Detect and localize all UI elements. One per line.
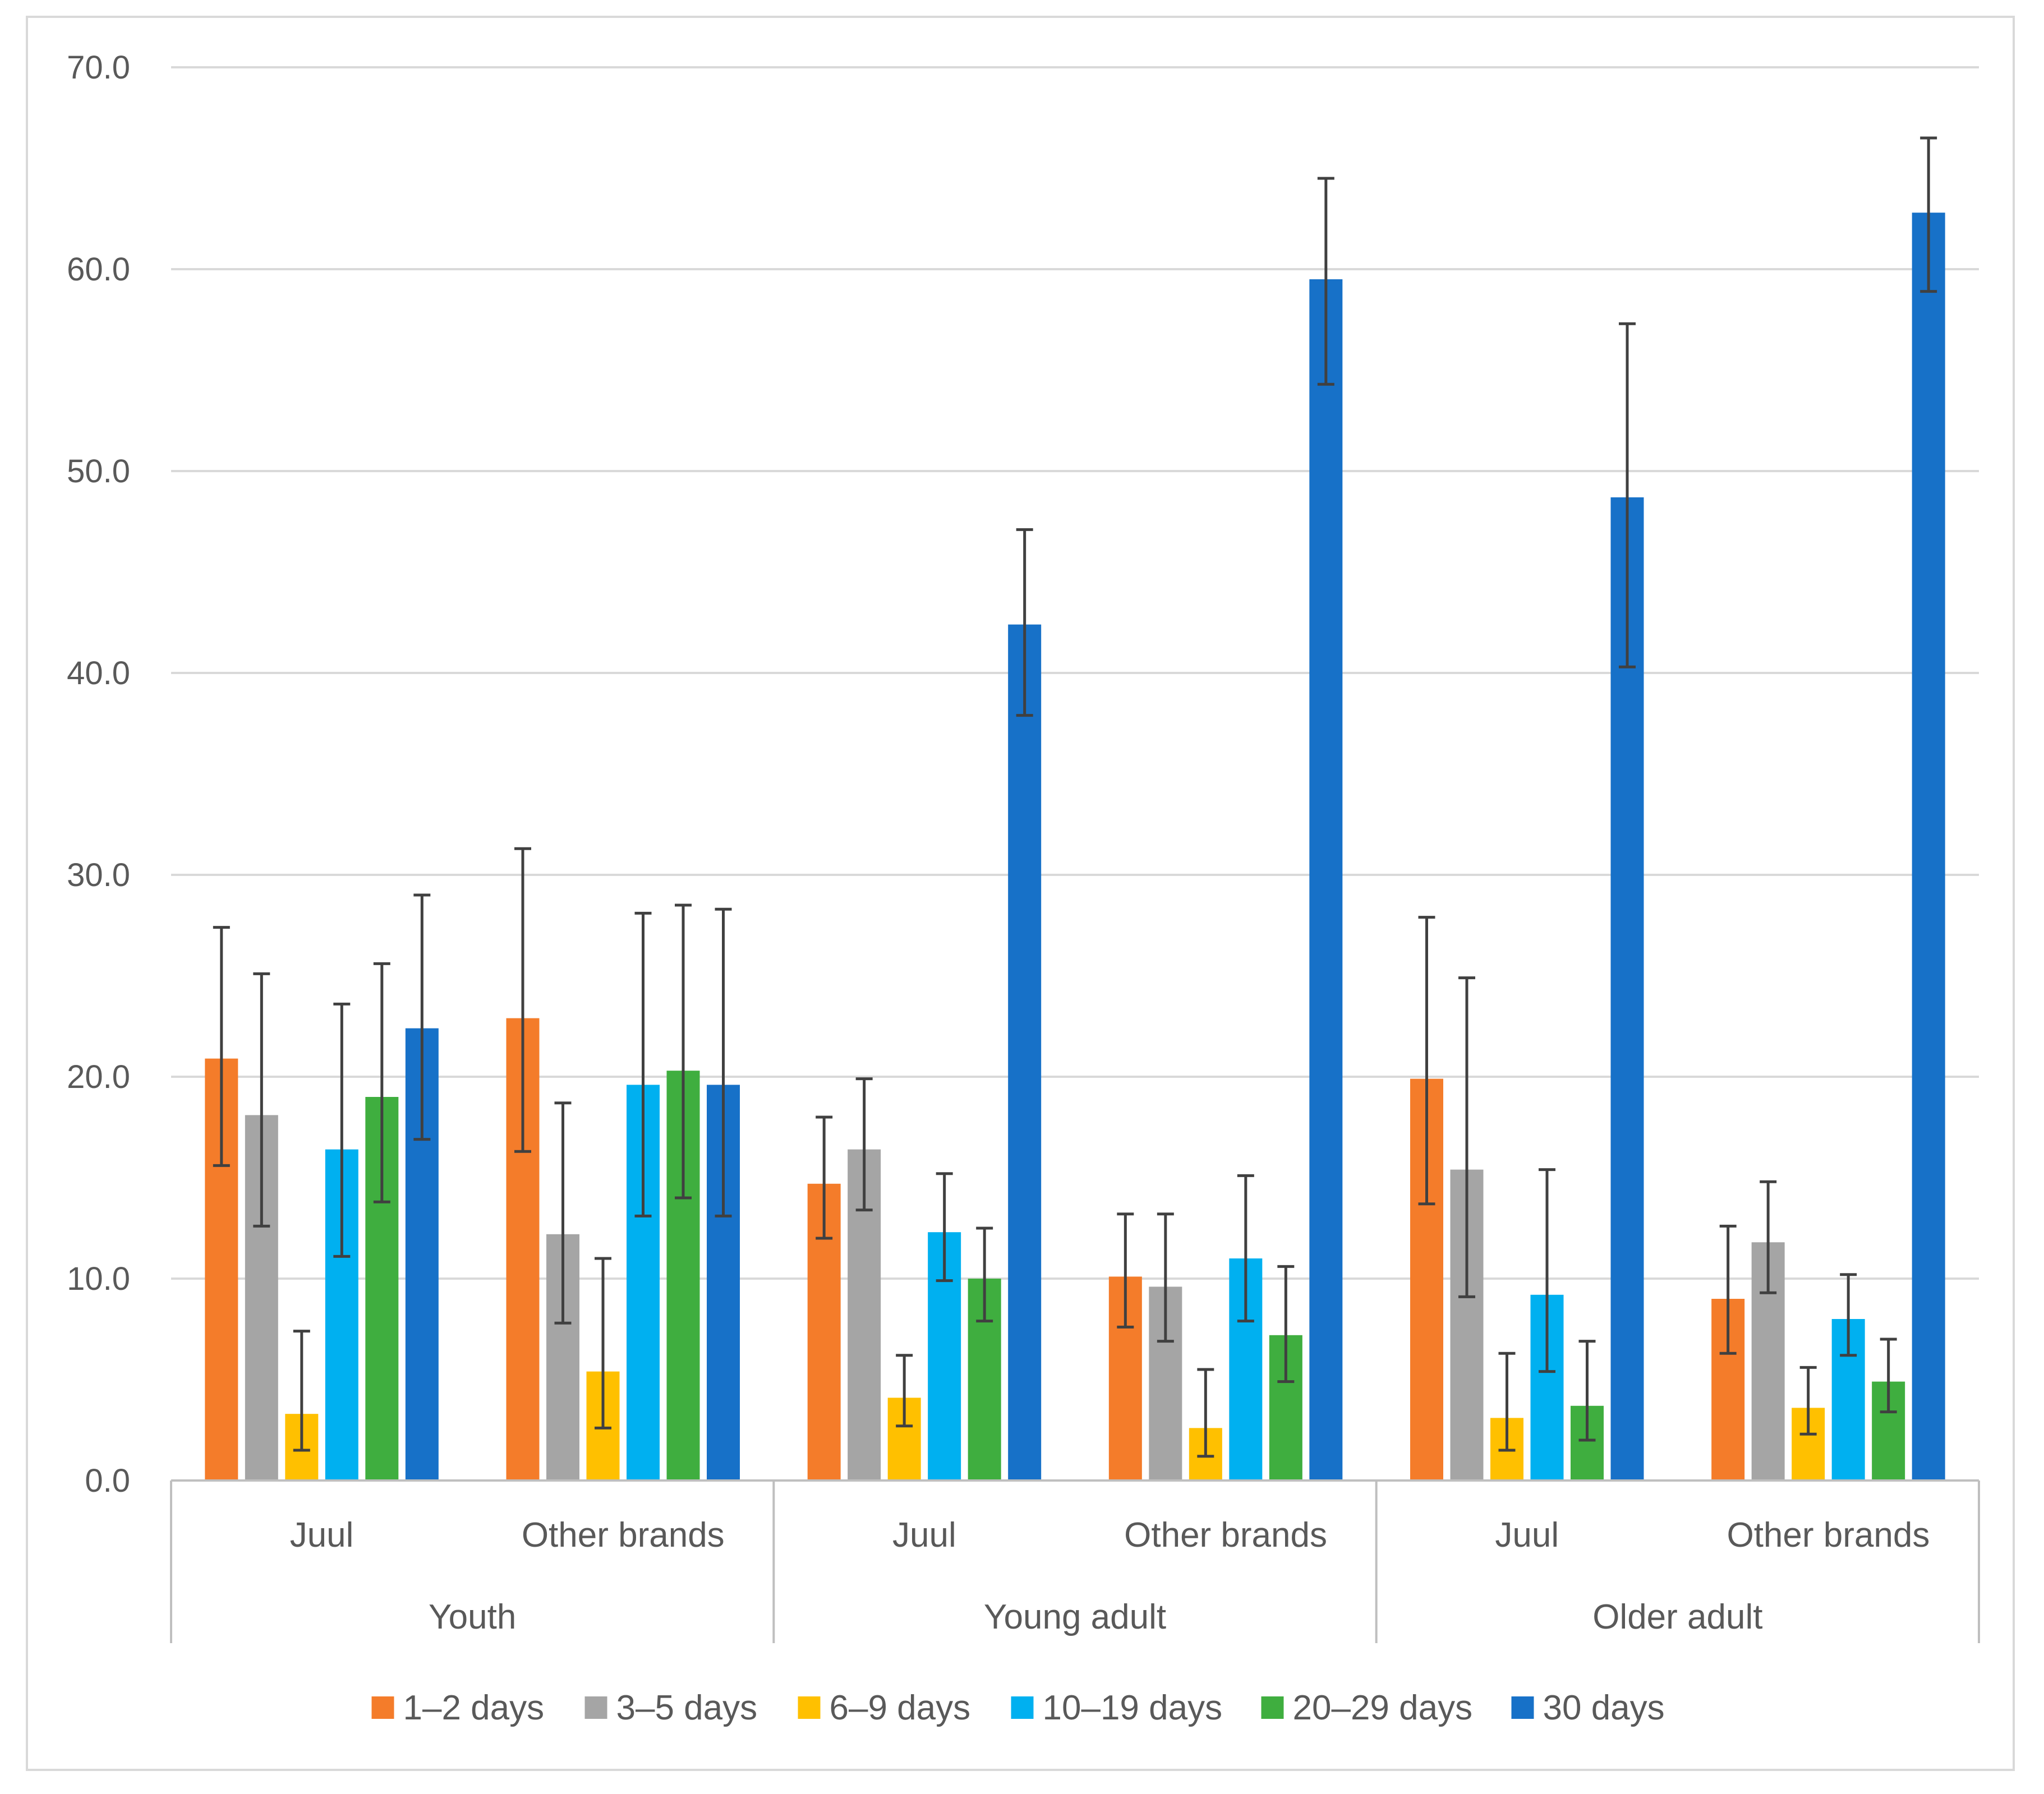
x-category-label: Other brands bbox=[1727, 1516, 1930, 1555]
y-tick-label: 10.0 bbox=[67, 1261, 130, 1297]
x-category-label: Other brands bbox=[522, 1516, 725, 1555]
bar bbox=[1008, 625, 1041, 1481]
bar-chart: 0.0 10.0 20.0 30.0 40.0 50.0 60.0 70.0 Juul Other… bbox=[0, 0, 2044, 1794]
x-category-label: Juul bbox=[1495, 1516, 1559, 1555]
legend-swatch bbox=[1512, 1696, 1534, 1719]
legend-label: 30 days bbox=[1543, 1689, 1665, 1727]
legend-label: 1–2 days bbox=[403, 1689, 545, 1727]
x-category-label: Other brands bbox=[1124, 1516, 1327, 1555]
x-group-label: Young adult bbox=[984, 1598, 1166, 1636]
legend-swatch bbox=[372, 1696, 394, 1719]
y-tick-label: 30.0 bbox=[67, 857, 130, 893]
legend-swatch bbox=[798, 1696, 821, 1719]
legend: 1–2 days 3–5 days 6–9 days 10–19 days 20–29 … bbox=[372, 1689, 1665, 1727]
legend-swatch bbox=[1011, 1696, 1034, 1719]
legend-label: 20–29 days bbox=[1293, 1689, 1473, 1727]
error-bars bbox=[213, 138, 1937, 1456]
y-tick-label: 20.0 bbox=[67, 1059, 130, 1095]
y-tick-label: 0.0 bbox=[85, 1463, 130, 1499]
y-tick-label: 60.0 bbox=[67, 251, 130, 288]
bar bbox=[1912, 213, 1945, 1481]
y-tick-label: 70.0 bbox=[67, 49, 130, 86]
x-category-label: Juul bbox=[892, 1516, 956, 1555]
legend-label: 6–9 days bbox=[830, 1689, 971, 1727]
legend-label: 3–5 days bbox=[616, 1689, 758, 1727]
bars bbox=[205, 213, 1945, 1481]
x-group-label: Older adult bbox=[1592, 1598, 1762, 1636]
y-tick-label: 50.0 bbox=[67, 453, 130, 490]
y-tick-label: 40.0 bbox=[67, 655, 130, 691]
legend-swatch bbox=[585, 1696, 607, 1719]
legend-swatch bbox=[1262, 1696, 1284, 1719]
bar bbox=[1309, 279, 1342, 1481]
gridlines bbox=[171, 67, 1979, 1279]
legend-label: 10–19 days bbox=[1043, 1689, 1223, 1727]
x-category-label: Juul bbox=[290, 1516, 354, 1555]
x-group-label: Youth bbox=[429, 1598, 516, 1636]
